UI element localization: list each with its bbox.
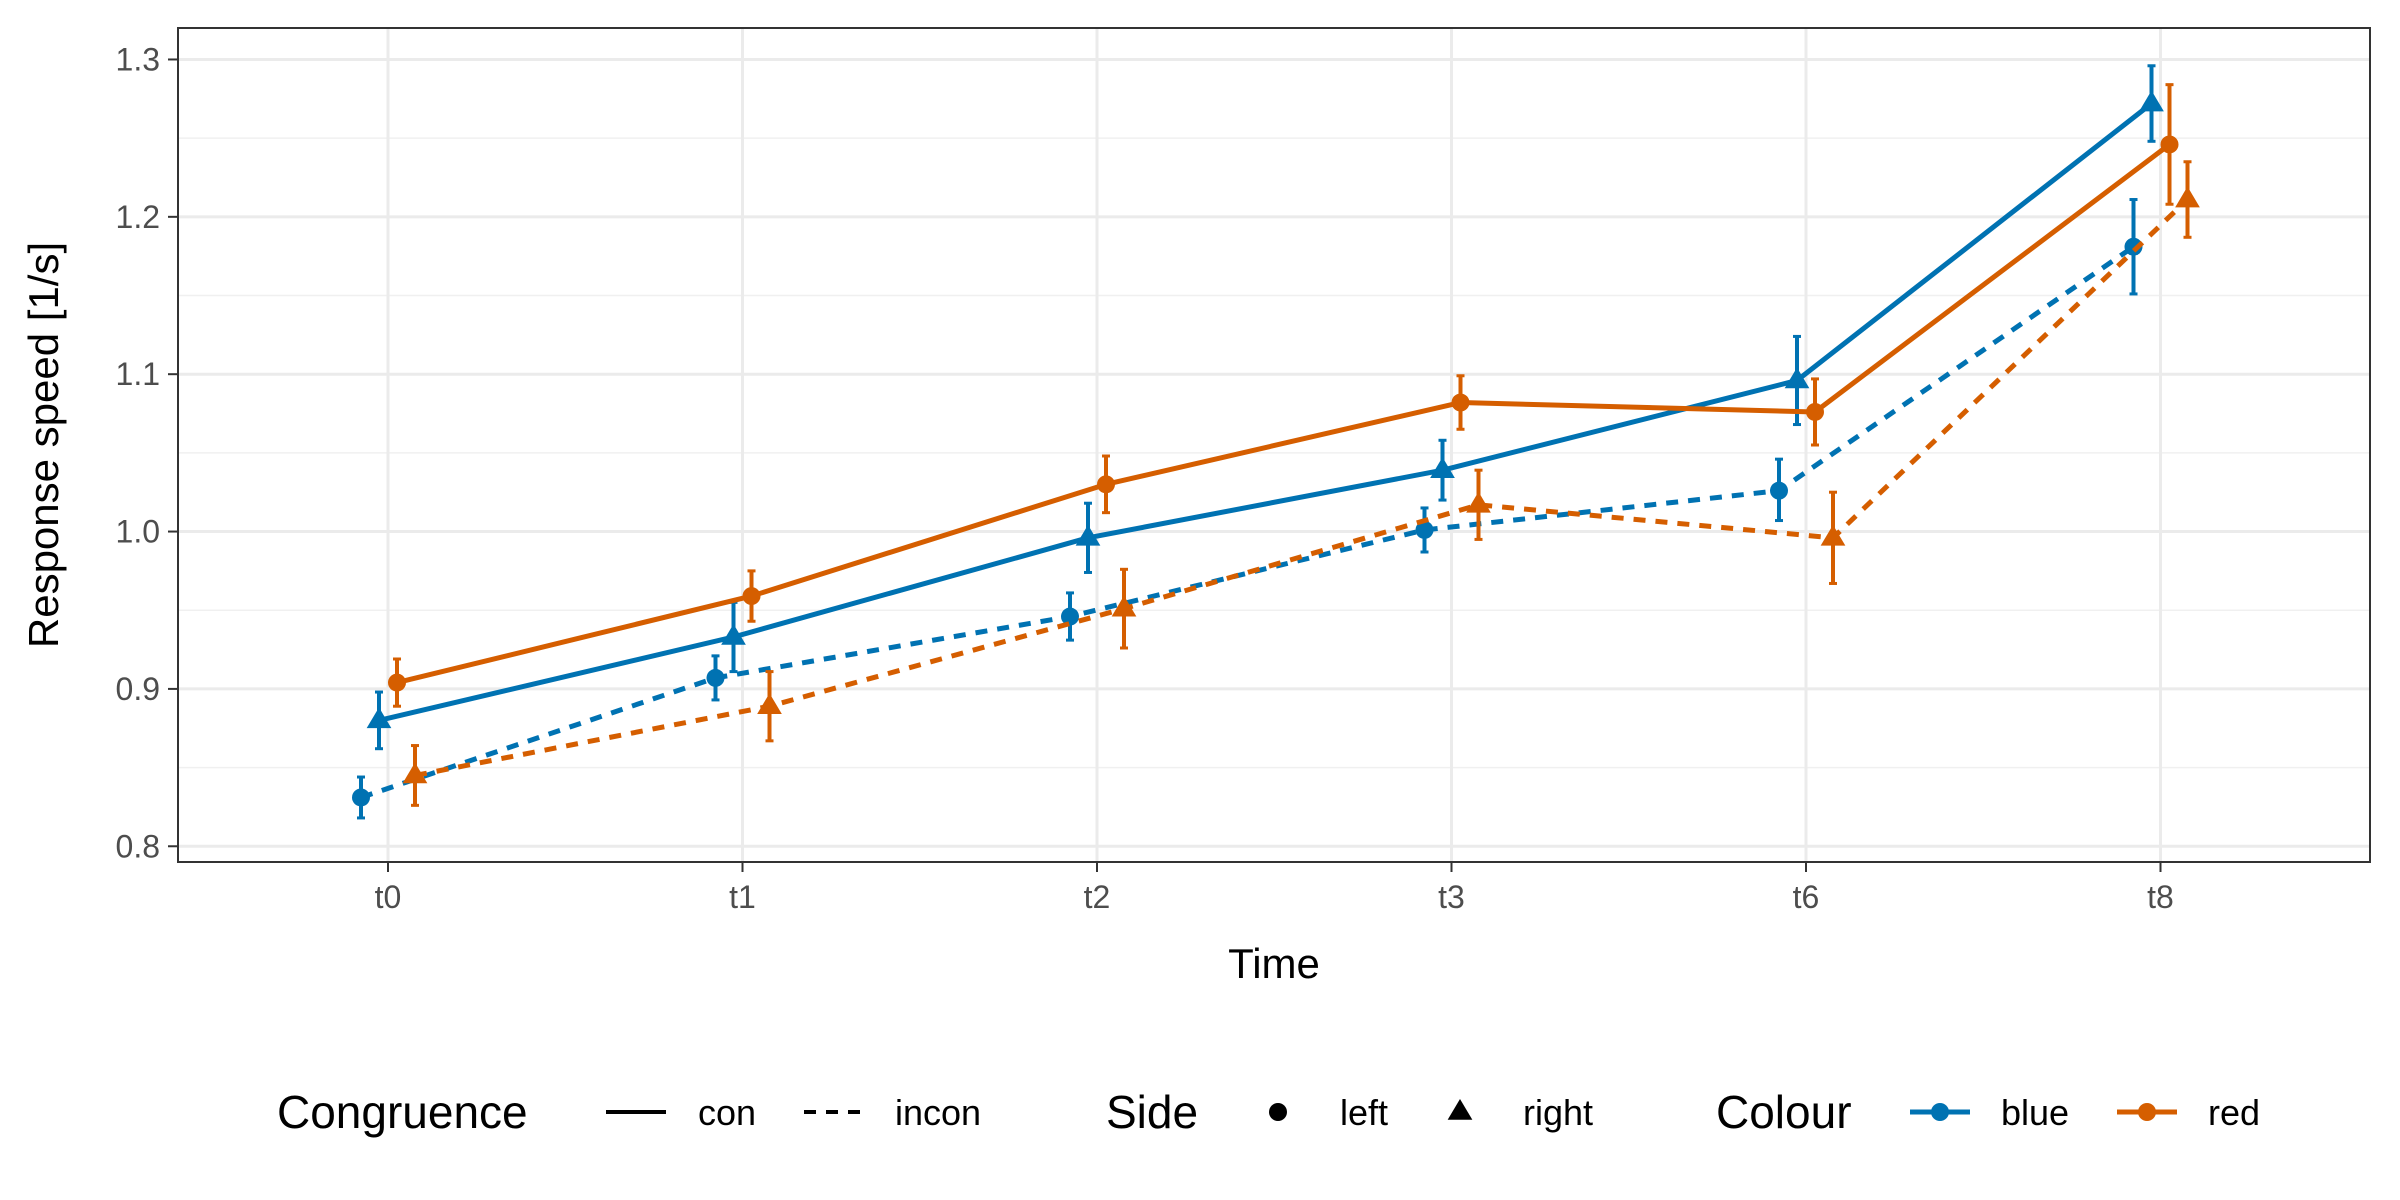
y-tick-label: 0.9 bbox=[116, 671, 160, 707]
data-point bbox=[2139, 90, 2164, 112]
y-tick-label: 1.1 bbox=[116, 356, 160, 392]
data-point bbox=[388, 673, 406, 692]
data-point bbox=[1097, 475, 1115, 494]
data-point bbox=[2175, 186, 2200, 208]
legend-label-incon: incon bbox=[895, 1092, 981, 1133]
series-layer bbox=[352, 64, 2200, 820]
x-tick-label: t8 bbox=[2147, 879, 2174, 915]
data-point bbox=[1806, 402, 1824, 421]
data-point bbox=[1770, 481, 1788, 500]
series-blue-right bbox=[366, 64, 2164, 751]
x-axis-title: Time bbox=[1228, 940, 1320, 987]
y-tick-label: 1.0 bbox=[116, 514, 160, 550]
panel-border bbox=[177, 27, 2371, 863]
data-point bbox=[352, 788, 370, 807]
series-line bbox=[378, 101, 2154, 723]
data-point bbox=[402, 762, 428, 784]
series-red-right bbox=[402, 160, 2200, 807]
series-line bbox=[414, 197, 2190, 778]
x-tick-label: t1 bbox=[729, 879, 756, 915]
data-point bbox=[1466, 491, 1491, 513]
legend-label-left: left bbox=[1340, 1092, 1388, 1133]
legend-title-colour: Colour bbox=[1716, 1086, 1852, 1138]
y-tick-label: 1.2 bbox=[116, 199, 160, 235]
y-tick-label: 1.3 bbox=[116, 41, 160, 77]
legend-title-congruence: Congruence bbox=[277, 1086, 528, 1138]
data-point bbox=[1111, 595, 1137, 617]
legend-key-right bbox=[1447, 1099, 1473, 1120]
series-red-left bbox=[388, 83, 2179, 708]
legend-key-left bbox=[1269, 1103, 1287, 1121]
x-tick-label: t3 bbox=[1438, 879, 1465, 915]
series-blue-left bbox=[352, 198, 2143, 820]
legend-label-red: red bbox=[2208, 1092, 2260, 1133]
legend-label-blue: blue bbox=[2001, 1092, 2069, 1133]
data-point bbox=[1784, 367, 1810, 389]
data-point bbox=[1451, 393, 1470, 412]
legend-key-blue-point bbox=[1931, 1103, 1949, 1121]
data-point bbox=[1415, 520, 1434, 539]
legend-label-con: con bbox=[698, 1092, 756, 1133]
data-point bbox=[2160, 135, 2179, 154]
data-point bbox=[721, 623, 746, 645]
data-point bbox=[1075, 524, 1101, 546]
data-point bbox=[1430, 457, 1455, 478]
data-point bbox=[742, 587, 761, 606]
x-tick-label: t2 bbox=[1084, 879, 1111, 915]
legend: Congruence con incon Side left right Colour blu… bbox=[277, 1086, 2260, 1138]
data-point bbox=[706, 668, 725, 687]
data-point bbox=[2124, 237, 2143, 256]
y-tick-label: 0.8 bbox=[116, 828, 160, 864]
series-line bbox=[396, 142, 2172, 686]
legend-key-red-point bbox=[2138, 1103, 2156, 1121]
data-point bbox=[1061, 607, 1079, 626]
y-axis-title: Response speed [1/s] bbox=[20, 242, 67, 648]
data-point bbox=[757, 693, 782, 715]
series-line bbox=[360, 244, 2135, 800]
axes: 0.8 0.9 1.0 1.1 1.2 1.3 t0 t1 t2 t3 t6 t8 bbox=[116, 41, 2174, 915]
data-point bbox=[366, 707, 392, 729]
x-tick-label: t6 bbox=[1793, 879, 1820, 915]
legend-label-right: right bbox=[1523, 1092, 1593, 1133]
data-point bbox=[1820, 524, 1846, 546]
legend-title-side: Side bbox=[1106, 1086, 1198, 1138]
x-tick-label: t0 bbox=[375, 879, 402, 915]
